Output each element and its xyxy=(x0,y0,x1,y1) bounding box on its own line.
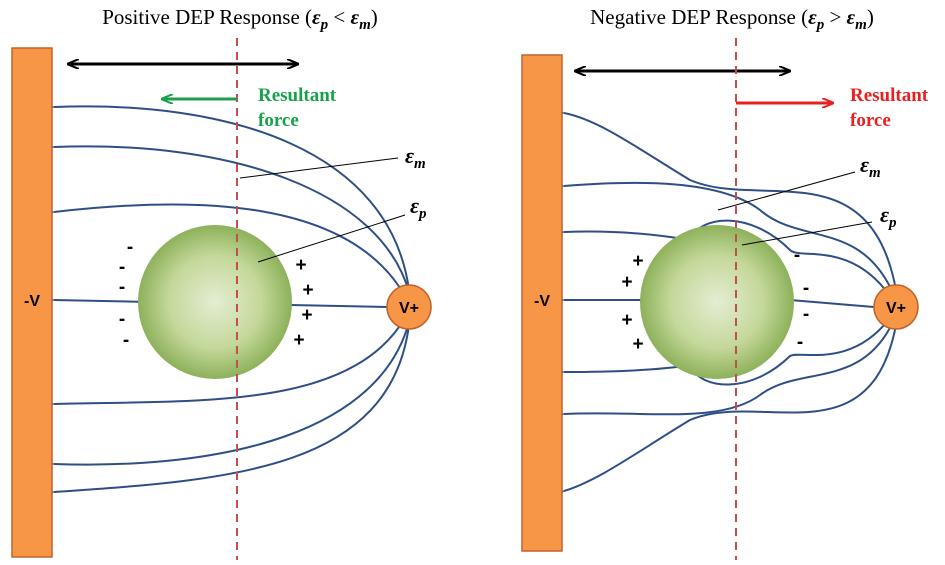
leader-line xyxy=(718,172,855,210)
symbol: ε xyxy=(410,193,419,218)
title-part: ) xyxy=(371,5,378,29)
particle-label: εp xyxy=(880,202,897,231)
charge: - xyxy=(797,332,803,353)
title-part: p xyxy=(815,17,825,33)
title-part: p xyxy=(319,17,329,33)
source-label: V+ xyxy=(886,300,906,317)
title-part: Negative DEP Response ( xyxy=(590,5,808,29)
subscript: p xyxy=(417,206,427,222)
charge: + xyxy=(621,272,632,293)
medium-label: εm xyxy=(860,152,881,181)
particle xyxy=(640,225,794,379)
charge: - xyxy=(119,257,125,278)
charge: - xyxy=(119,309,125,330)
title-part: m xyxy=(359,17,371,33)
title-part: m xyxy=(855,17,867,33)
panel-title: Positive DEP Response (εp < εm) xyxy=(102,5,378,33)
charge: + xyxy=(293,330,304,351)
charge: + xyxy=(302,280,313,301)
charge: + xyxy=(295,255,306,276)
charge: - xyxy=(127,237,133,258)
leader-line xyxy=(240,158,398,178)
charge: - xyxy=(803,278,809,299)
panel-title: Negative DEP Response (εp > εm) xyxy=(590,5,874,33)
title-part: Positive DEP Response ( xyxy=(102,5,312,29)
leader-line xyxy=(258,215,405,262)
subscript: m xyxy=(414,156,426,172)
symbol: ε xyxy=(860,152,869,177)
charge: - xyxy=(794,245,800,266)
symbol: ε xyxy=(880,202,889,227)
force-label: force xyxy=(258,110,299,131)
charge: - xyxy=(119,277,125,298)
charge: + xyxy=(301,305,312,326)
particle xyxy=(138,225,292,379)
diagram: Positive DEP Response (εp < εm)-VV+Resul… xyxy=(0,0,945,565)
force-label: Resultant xyxy=(850,85,929,106)
title-part: > xyxy=(824,5,846,29)
charge: - xyxy=(123,330,129,351)
force-label: force xyxy=(850,110,891,131)
leader-line xyxy=(742,222,872,245)
electrode-label: -V xyxy=(534,293,550,310)
charge: - xyxy=(803,304,809,325)
subscript: m xyxy=(869,165,881,181)
charge: + xyxy=(632,251,643,272)
charge: + xyxy=(621,310,632,331)
electrode-label: -V xyxy=(24,293,40,310)
force-label: Resultant xyxy=(258,85,337,106)
title-part: ) xyxy=(867,5,874,29)
title-part: < xyxy=(328,5,350,29)
source-label: V+ xyxy=(399,300,419,317)
medium-label: εm xyxy=(405,143,426,172)
symbol: ε xyxy=(405,143,414,168)
subscript: p xyxy=(887,215,897,231)
charge: + xyxy=(632,334,643,355)
particle-label: εp xyxy=(410,193,427,222)
